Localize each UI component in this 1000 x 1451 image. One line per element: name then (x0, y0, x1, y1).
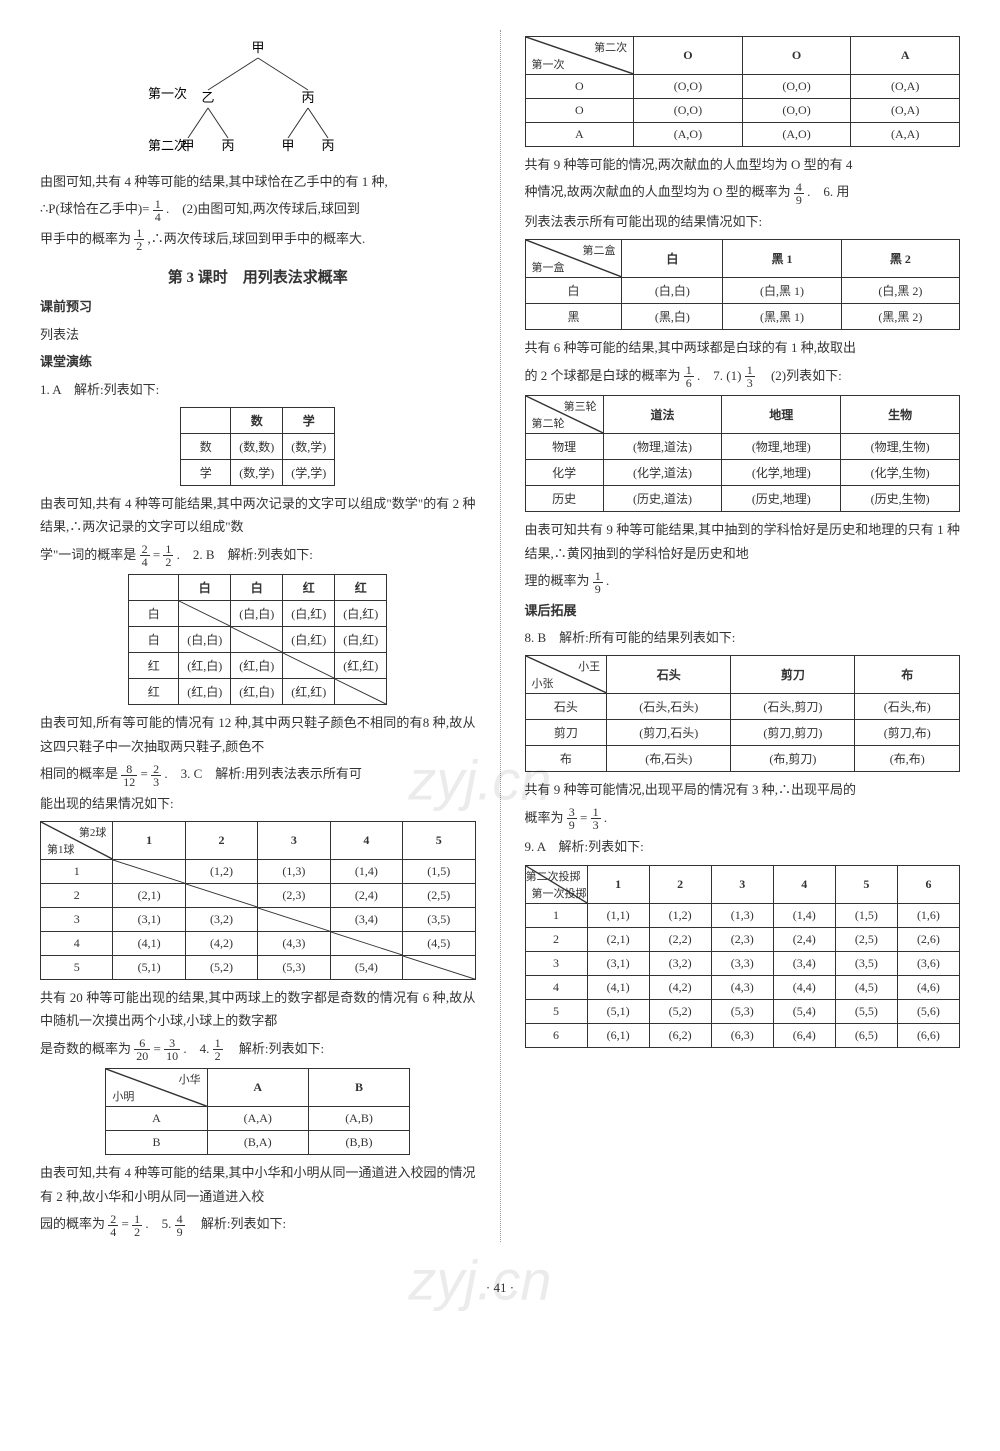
q2-f1: 812 (121, 763, 137, 788)
svg-text:甲: 甲 (281, 138, 294, 153)
q2-exp3: 能出现的结果情况如下: (40, 792, 476, 815)
q1-exp1: 由表可知,共有 4 种等可能结果,其中两次记录的文字可以组成"数学"的有 2 种… (40, 492, 476, 539)
svg-text:乙: 乙 (201, 90, 214, 105)
q8-eq: = (580, 810, 587, 825)
svg-text:丙: 丙 (301, 90, 314, 105)
q4-exp2-post: . 5. (145, 1216, 174, 1231)
q1-label: 1. A 解析:列表如下: (40, 378, 476, 401)
right-column: 第二次第一次 OOAO(O,O)(O,O)(O,A)O(O,O)(O,O)(O,… (525, 30, 961, 1242)
frac-p3: 12 (134, 227, 144, 252)
preview-text: 列表法 (40, 323, 476, 346)
q6-exp1: 共有 6 种等可能的结果,其中两球都是白球的有 1 种,故取出 (525, 336, 961, 359)
preview-label: 课前预习 (40, 295, 476, 318)
q2-exp1: 由表可知,所有等可能的情况有 12 种,其中两只鞋子颜色不相同的有8 种,故从这… (40, 711, 476, 758)
q5-exp3: 列表法表示所有可能出现的结果情况如下: (525, 210, 961, 233)
table1: 数学数(数,数)(数,学)学(数,学)(学,学) (180, 407, 335, 486)
q6-exp2-mid: . 7. (1) (697, 368, 741, 383)
q6-exp2-post: (2)列表如下: (758, 368, 842, 383)
q4-f1: 24 (108, 1213, 118, 1238)
q3-exp1: 共有 20 种等可能出现的结果,其中两球上的数字都是奇数的情况有 6 种,故从中… (40, 986, 476, 1033)
q4-exp2-pre: 园的概率为 (40, 1216, 105, 1231)
practice-label: 课堂演练 (40, 350, 476, 373)
q6-f: 16 (684, 364, 694, 389)
q5-exp2-pre: 种情况,故两次献血的人血型均为 O 型的概率为 (525, 184, 791, 199)
p3-pre: 甲手中的概率为 (40, 231, 131, 246)
q5-exp1: 共有 9 种等可能的情况,两次献血的人血型均为 O 型的有 4 (525, 153, 961, 176)
q8-f1: 39 (567, 806, 577, 831)
p2: ∴P(球恰在乙手中)= 14 . (2)由图可知,两次传球后,球回到 (40, 197, 476, 223)
q7-exp2: 理的概率为 19 . (525, 569, 961, 595)
q5r-f: 49 (794, 181, 804, 206)
q4-exp2: 园的概率为 24 = 12 . 5. 49 解析:列表如下: (40, 1212, 476, 1238)
left-column: 甲 第一次 乙 丙 第二次 甲 丙 甲 丙 由图可知,共有 4 种等可能的结果,… (40, 30, 476, 1242)
q1-eq: = (153, 547, 160, 562)
q5-exp2-post: . 6. 用 (807, 184, 849, 199)
q3-exp2-pre: 是奇数的概率为 (40, 1041, 131, 1056)
q6-exp2: 的 2 个球都是白球的概率为 16 . 7. (1) 13 (2)列表如下: (525, 364, 961, 390)
p3: 甲手中的概率为 12 ,∴两次传球后,球回到甲手中的概率大. (40, 227, 476, 253)
q8-exp2: 概率为 39 = 13 . (525, 806, 961, 832)
table6: 第二盒第一盒 白黑 1黑 2白(白,白)(白,黑 1)(白,黑 2)黑(黑,白)… (525, 239, 961, 330)
table5: 第二次第一次 OOAO(O,O)(O,O)(O,A)O(O,O)(O,O)(O,… (525, 36, 961, 147)
q3-f2: 310 (164, 1037, 180, 1062)
svg-text:丙: 丙 (321, 138, 334, 153)
section3-title: 第 3 课时 用列表法求概率 (40, 266, 476, 287)
q5-post: 解析:列表如下: (188, 1216, 286, 1231)
q4-f2: 12 (132, 1213, 142, 1238)
tree-l1-label: 第一次 (148, 86, 187, 101)
page-root: zyj.cn zyj.cn 甲 第一次 乙 丙 第二次 甲 丙 甲 丙 (0, 0, 1000, 1272)
q3-exp2-post: . 4. (183, 1041, 212, 1056)
q1-f1: 24 (140, 543, 150, 568)
q4-post: 解析:列表如下: (226, 1041, 324, 1056)
q8-exp2-post: . (604, 810, 607, 825)
q8-exp2-pre: 概率为 (525, 810, 564, 825)
p2-pre: ∴P(球恰在乙手中)= (40, 201, 150, 216)
q7-exp1: 由表可知共有 9 种等可能结果,其中抽到的学科恰好是历史和地理的只有 1 种结果… (525, 518, 961, 565)
q6-exp2-pre: 的 2 个球都是白球的概率为 (525, 368, 681, 383)
q3-f1: 620 (134, 1037, 150, 1062)
table9: 第二次投掷第一次投掷 1234561(1,1)(1,2)(1,3)(1,4)(1… (525, 865, 961, 1048)
q1-exp2: 学"一词的概率是 24 = 12 . 2. B 解析:列表如下: (40, 543, 476, 569)
table8: 小王小张 石头剪刀布石头(石头,石头)(石头,剪刀)(石头,布)剪刀(剪刀,石头… (525, 655, 961, 772)
frac-p2: 14 (153, 198, 163, 223)
q4-eq: = (122, 1216, 129, 1231)
column-divider (500, 30, 501, 1242)
q7-exp2-post: . (606, 573, 609, 588)
tree-root: 甲 (251, 40, 264, 55)
q8-label: 8. B 解析:所有可能的结果列表如下: (525, 626, 961, 649)
q7-f1: 13 (745, 364, 755, 389)
q3-eq: = (154, 1041, 161, 1056)
q2-eq: = (141, 766, 148, 781)
q9-label: 9. A 解析:列表如下: (525, 835, 961, 858)
q2-f2: 23 (151, 763, 161, 788)
table3: 第2球第1球 123451 (1,2)(1,3)(1,4)(1,5)2(2,1)… (40, 821, 476, 980)
table7: 第三轮第二轮 道法地理生物物理(物理,道法)(物理,地理)(物理,生物)化学(化… (525, 395, 961, 512)
q5-exp2: 种情况,故两次献血的人血型均为 O 型的概率为 49 . 6. 用 (525, 180, 961, 206)
q2-exp2-post: . 3. C 解析:用列表法表示所有可 (164, 766, 362, 781)
svg-text:甲: 甲 (181, 138, 194, 153)
q4-f: 12 (213, 1037, 223, 1062)
q2-exp2-pre: 相同的概率是 (40, 766, 118, 781)
extend-label: 课后拓展 (525, 599, 961, 622)
q7-f: 19 (593, 570, 603, 595)
q7-exp2-pre: 理的概率为 (525, 573, 590, 588)
q3-exp2: 是奇数的概率为 620 = 310 . 4. 12 解析:列表如下: (40, 1037, 476, 1063)
q5-f: 49 (175, 1213, 185, 1238)
table4: 小华小明 ABA(A,A)(A,B)B(B,A)(B,B) (105, 1068, 410, 1155)
q8-f2: 13 (591, 806, 601, 831)
table2: 白白红红白 (白,白)(白,红)(白,红)白(白,白) (白,红)(白,红)红(… (128, 574, 387, 705)
q1-exp2-post: . 2. B 解析:列表如下: (177, 547, 313, 562)
q1-f2: 12 (163, 543, 173, 568)
p2-post: . (2)由图可知,两次传球后,球回到 (166, 201, 360, 216)
svg-text:丙: 丙 (221, 138, 234, 153)
q8-exp1: 共有 9 种等可能情况,出现平局的情况有 3 种,∴出现平局的 (525, 778, 961, 801)
p3-post: ,∴两次传球后,球回到甲手中的概率大. (148, 231, 366, 246)
page-number: · 41 · (0, 1272, 1000, 1316)
q2-exp2: 相同的概率是 812 = 23 . 3. C 解析:用列表法表示所有可 (40, 762, 476, 788)
q1-exp2-pre: 学"一词的概率是 (40, 547, 136, 562)
tree-diagram: 甲 第一次 乙 丙 第二次 甲 丙 甲 丙 (40, 38, 476, 158)
p1: 由图可知,共有 4 种等可能的结果,其中球恰在乙手中的有 1 种, (40, 170, 476, 193)
q4-exp1: 由表可知,共有 4 种等可能的结果,其中小华和小明从同一通道进入校园的情况有 2… (40, 1161, 476, 1208)
